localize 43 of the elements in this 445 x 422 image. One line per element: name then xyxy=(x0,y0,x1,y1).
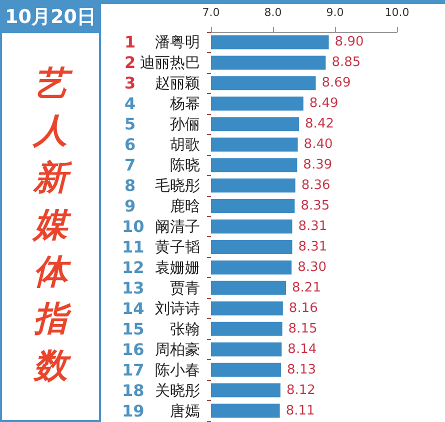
x-tick-label: 9.0 xyxy=(326,6,344,19)
data-label: 8.40 xyxy=(304,137,333,152)
category-label: 6 胡歌 xyxy=(124,135,200,154)
category-label: 19 唐嫣 xyxy=(122,401,200,420)
y-tick-label: 12 袁姗姗 xyxy=(122,258,200,277)
data-label: 8.12 xyxy=(286,382,316,398)
category-label: 1 潘粤明 xyxy=(124,32,200,52)
data-label: 8.14 xyxy=(288,342,317,357)
data-label: 8.90 xyxy=(334,34,364,50)
x-tick-label: 10.0 xyxy=(384,6,410,19)
data-label: 8.30 xyxy=(298,260,327,275)
data-label: 8.13 xyxy=(287,362,316,378)
y-tick-label: 17 陈小春 xyxy=(122,360,200,380)
category-label: 8 毛晓彤 xyxy=(124,176,200,196)
category-label: 4 杨幂 xyxy=(124,94,200,114)
y-tick-label: 11 黄子韬 xyxy=(122,237,200,256)
y-tick-label: 16 周柏豪 xyxy=(122,340,200,359)
data-label: 8.49 xyxy=(309,96,338,112)
category-label: 5 孙俪 xyxy=(124,114,200,134)
data-label: 8.42 xyxy=(305,116,334,132)
category-label: 7 陈晓 xyxy=(124,156,200,175)
y-tick-label: 2 迪丽热巴 xyxy=(124,53,200,72)
x-tick-label: 8.0 xyxy=(264,6,282,19)
data-label: 8.85 xyxy=(332,55,361,70)
y-tick-label: 18 关晓彤 xyxy=(122,380,200,400)
data-label: 8.16 xyxy=(288,300,318,316)
data-label: 8.21 xyxy=(292,280,321,296)
category-label: 15 张翰 xyxy=(122,319,200,338)
data-label: 8.35 xyxy=(300,198,330,214)
data-label: 8.69 xyxy=(322,76,351,91)
category-label: 9 鹿晗 xyxy=(124,196,200,216)
category-label: 3 赵丽颖 xyxy=(124,74,200,93)
x-tick-label: 7.0 xyxy=(202,6,220,19)
y-tick-label: 10 阚清子 xyxy=(122,217,200,236)
data-label: 8.31 xyxy=(298,219,328,234)
text: 10月20日 xyxy=(5,6,96,28)
data-label: 8.31 xyxy=(298,239,328,254)
category-label: 13 贾青 xyxy=(122,278,200,298)
data-label: 8.39 xyxy=(303,158,332,173)
data-label: 8.36 xyxy=(301,178,330,194)
y-tick-label: 14 刘诗诗 xyxy=(122,298,200,318)
data-label: 8.11 xyxy=(286,403,315,418)
data-label: 8.15 xyxy=(288,321,318,336)
